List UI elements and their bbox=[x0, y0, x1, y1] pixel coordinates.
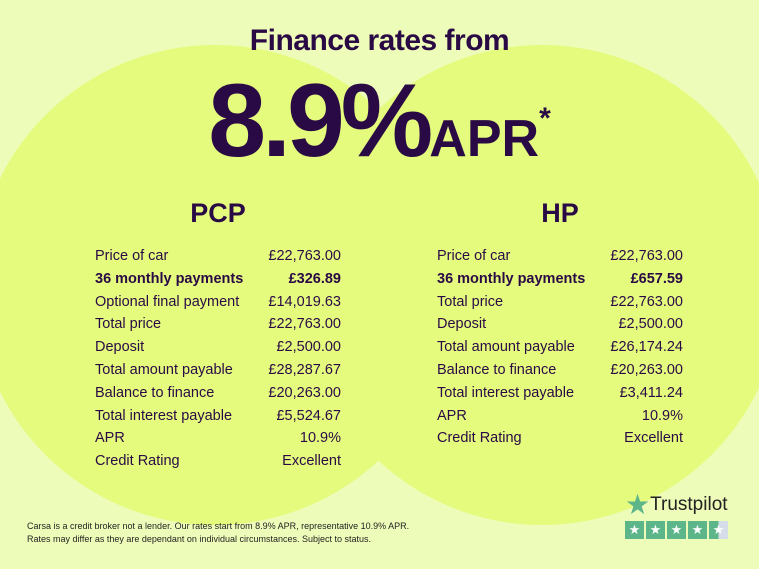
row-value: £2,500.00 bbox=[618, 316, 683, 333]
table-row: Deposit £2,500.00 bbox=[437, 313, 683, 336]
star-icon: ★ bbox=[709, 521, 728, 539]
table-row: Credit Rating Excellent bbox=[437, 427, 683, 450]
row-value: £5,524.67 bbox=[276, 407, 341, 424]
row-label: APR bbox=[95, 430, 125, 447]
star-icon: ★ bbox=[646, 521, 665, 539]
row-value: £22,763.00 bbox=[610, 248, 683, 264]
hp-table: HP Price of car £22,763.00 36 monthly paym… bbox=[437, 195, 683, 450]
trustpilot-badge: ★ Trustpilot ★ ★ ★ ★ ★ bbox=[625, 489, 728, 539]
star-icon: ★ bbox=[667, 521, 686, 539]
rate-display: 8.9%APR* bbox=[0, 62, 759, 181]
pcp-table: PCP Price of car £22,763.00 36 monthly pay… bbox=[95, 195, 341, 473]
star-icon: ★ bbox=[688, 521, 707, 539]
row-value: £2,500.00 bbox=[276, 339, 341, 356]
row-value: £20,263.00 bbox=[268, 384, 341, 401]
row-label: Deposit bbox=[437, 316, 487, 333]
trustpilot-name: Trustpilot bbox=[650, 494, 728, 515]
row-label: Optional final payment bbox=[95, 293, 240, 310]
row-label: Total amount payable bbox=[437, 339, 575, 356]
row-value: £28,287.67 bbox=[268, 361, 341, 378]
pcp-title: PCP bbox=[190, 198, 246, 228]
table-row: Total amount payable £26,174.24 bbox=[437, 336, 683, 359]
row-label: Credit Rating bbox=[437, 430, 522, 447]
rate-value: 8.9% bbox=[208, 63, 433, 179]
table-row: Total interest payable £5,524.67 bbox=[95, 405, 341, 428]
disclaimer-line-1: Carsa is a credit broker not a lender. O… bbox=[27, 521, 410, 531]
row-label: 36 monthly payments bbox=[437, 270, 586, 287]
row-label: Balance to finance bbox=[437, 361, 557, 378]
row-value: £657.59 bbox=[630, 270, 683, 287]
table-row: 36 monthly payments £657.59 bbox=[437, 268, 683, 291]
table-row: Price of car £22,763.00 bbox=[95, 245, 341, 268]
row-label: Price of car bbox=[437, 248, 511, 264]
table-row: APR 10.9% bbox=[437, 405, 683, 428]
star-icon: ★ bbox=[625, 521, 644, 539]
table-row: Balance to finance £20,263.00 bbox=[95, 382, 341, 405]
table-row: Balance to finance £20,263.00 bbox=[437, 359, 683, 382]
row-label: Balance to finance bbox=[95, 384, 215, 401]
row-label: APR bbox=[437, 407, 467, 424]
row-label: Price of car bbox=[95, 248, 169, 264]
row-value: 10.9% bbox=[299, 430, 341, 447]
row-label: Total price bbox=[437, 293, 504, 310]
row-label: Total amount payable bbox=[95, 361, 233, 378]
disclaimer-line-2: Rates may differ as they are dependant o… bbox=[27, 534, 372, 544]
star-icon: ★ bbox=[625, 489, 651, 520]
row-label: Total price bbox=[95, 316, 162, 333]
table-row: 36 monthly payments £326.89 bbox=[95, 268, 341, 291]
row-value: £3,411.24 bbox=[619, 384, 683, 401]
rate-suffix: APR bbox=[429, 110, 540, 168]
disclaimer: Carsa is a credit broker not a lender. O… bbox=[27, 520, 409, 546]
hp-title: HP bbox=[541, 198, 579, 228]
row-value: £22,763.00 bbox=[268, 248, 341, 264]
table-row: Total amount payable £28,287.67 bbox=[95, 359, 341, 382]
row-label: Credit Rating bbox=[95, 453, 180, 470]
table-row: Deposit £2,500.00 bbox=[95, 336, 341, 359]
row-value: £14,019.63 bbox=[268, 293, 341, 310]
row-value: Excellent bbox=[282, 453, 341, 470]
row-value: £26,174.24 bbox=[610, 339, 683, 356]
row-value: £326.89 bbox=[288, 270, 341, 287]
row-value: £22,763.00 bbox=[268, 316, 341, 333]
row-value: Excellent bbox=[624, 430, 683, 447]
row-label: Total interest payable bbox=[437, 384, 575, 401]
asterisk: * bbox=[539, 102, 551, 135]
headline: Finance rates from bbox=[249, 24, 510, 57]
row-value: 10.9% bbox=[641, 407, 683, 424]
trustpilot-rating: ★ ★ ★ ★ ★ bbox=[625, 521, 728, 539]
row-label: Total interest payable bbox=[95, 407, 233, 424]
row-value: £20,263.00 bbox=[610, 361, 683, 378]
decorative-circle-right bbox=[302, 45, 759, 525]
row-label: Deposit bbox=[95, 339, 145, 356]
table-row: Total interest payable £3,411.24 bbox=[437, 382, 683, 405]
row-label: 36 monthly payments bbox=[95, 270, 244, 287]
table-row: Credit Rating Excellent bbox=[95, 450, 341, 473]
table-row: Price of car £22,763.00 bbox=[437, 245, 683, 268]
table-row: APR 10.9% bbox=[95, 427, 341, 450]
row-value: £22,763.00 bbox=[610, 293, 683, 310]
table-row: Optional final payment £14,019.63 bbox=[95, 291, 341, 314]
table-row: Total price £22,763.00 bbox=[437, 291, 683, 314]
table-row: Total price £22,763.00 bbox=[95, 313, 341, 336]
